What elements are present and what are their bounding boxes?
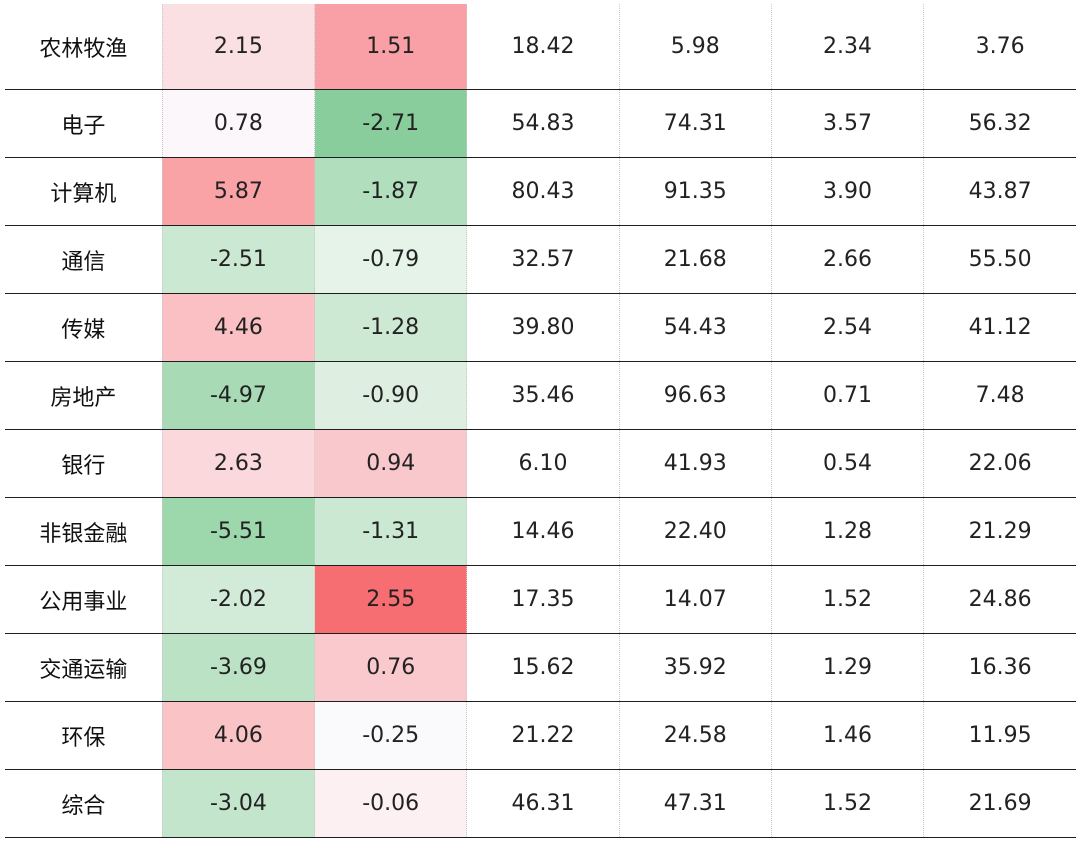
value-cell-col-2: -0.79	[314, 225, 468, 294]
value-cell-col-3: 32.57	[466, 225, 620, 294]
industry-name-cell: 通信	[5, 225, 163, 294]
value-cell-col-4: 47.31	[618, 769, 772, 838]
industry-name-cell: 传媒	[5, 293, 163, 362]
value-cell-col-2: 1.51	[314, 4, 468, 90]
industry-name-cell: 银行	[5, 429, 163, 498]
value-cell-col-3: 46.31	[466, 769, 620, 838]
value-cell-col-3: 18.42	[466, 4, 620, 90]
value-cell-col-1: 4.06	[161, 701, 316, 770]
value-cell-col-1: 5.87	[161, 157, 316, 226]
table-row: 农林牧渔 2.15 1.51 18.42 5.98 2.34 3.76	[5, 4, 1076, 90]
value-cell-col-2: -0.90	[314, 361, 468, 430]
value-cell-col-2: -1.31	[314, 497, 468, 566]
value-cell-col-6: 41.12	[923, 293, 1076, 362]
value-cell-col-5: 1.52	[770, 565, 925, 634]
table-body: 农林牧渔 2.15 1.51 18.42 5.98 2.34 3.76 电子 0.78 -2.71…	[5, 4, 1076, 838]
industry-name-cell: 非银金融	[5, 497, 163, 566]
industry-name-cell: 综合	[5, 769, 163, 838]
value-cell-col-2: -0.06	[314, 769, 468, 838]
value-cell-col-2: 2.55	[314, 565, 468, 634]
table-row: 房地产 -4.97 -0.90 35.46 96.63 0.71 7.48	[5, 361, 1076, 430]
value-cell-col-6: 43.87	[923, 157, 1076, 226]
value-cell-col-3: 6.10	[466, 429, 620, 498]
value-cell-col-3: 21.22	[466, 701, 620, 770]
industry-name-cell: 农林牧渔	[5, 4, 163, 90]
value-cell-col-3: 15.62	[466, 633, 620, 702]
industry-name-cell: 电子	[5, 89, 163, 158]
value-cell-col-4: 22.40	[618, 497, 772, 566]
value-cell-col-6: 24.86	[923, 565, 1076, 634]
value-cell-col-5: 2.54	[770, 293, 925, 362]
value-cell-col-6: 3.76	[923, 4, 1076, 90]
value-cell-col-4: 54.43	[618, 293, 772, 362]
value-cell-col-6: 55.50	[923, 225, 1076, 294]
value-cell-col-4: 41.93	[618, 429, 772, 498]
value-cell-col-1: -3.04	[161, 769, 316, 838]
value-cell-col-6: 16.36	[923, 633, 1076, 702]
value-cell-col-3: 80.43	[466, 157, 620, 226]
value-cell-col-2: -0.25	[314, 701, 468, 770]
value-cell-col-6: 7.48	[923, 361, 1076, 430]
value-cell-col-4: 5.98	[618, 4, 772, 90]
table-row: 交通运输 -3.69 0.76 15.62 35.92 1.29 16.36	[5, 633, 1076, 702]
value-cell-col-2: -1.87	[314, 157, 468, 226]
value-cell-col-6: 11.95	[923, 701, 1076, 770]
value-cell-col-4: 24.58	[618, 701, 772, 770]
value-cell-col-1: -2.02	[161, 565, 316, 634]
value-cell-col-3: 14.46	[466, 497, 620, 566]
table-row: 计算机 5.87 -1.87 80.43 91.35 3.90 43.87	[5, 157, 1076, 226]
value-cell-col-1: -5.51	[161, 497, 316, 566]
value-cell-col-1: 0.78	[161, 89, 316, 158]
value-cell-col-4: 21.68	[618, 225, 772, 294]
table-row: 银行 2.63 0.94 6.10 41.93 0.54 22.06	[5, 429, 1076, 498]
value-cell-col-3: 17.35	[466, 565, 620, 634]
industry-name-cell: 房地产	[5, 361, 163, 430]
industry-name-cell: 交通运输	[5, 633, 163, 702]
value-cell-col-1: -3.69	[161, 633, 316, 702]
value-cell-col-2: 0.94	[314, 429, 468, 498]
table-row: 公用事业 -2.02 2.55 17.35 14.07 1.52 24.86	[5, 565, 1076, 634]
value-cell-col-1: -2.51	[161, 225, 316, 294]
value-cell-col-5: 2.66	[770, 225, 925, 294]
value-cell-col-4: 35.92	[618, 633, 772, 702]
value-cell-col-5: 1.46	[770, 701, 925, 770]
table-row: 非银金融 -5.51 -1.31 14.46 22.40 1.28 21.29	[5, 497, 1076, 566]
value-cell-col-3: 39.80	[466, 293, 620, 362]
value-cell-col-5: 0.71	[770, 361, 925, 430]
value-cell-col-6: 22.06	[923, 429, 1076, 498]
value-cell-col-2: -2.71	[314, 89, 468, 158]
value-cell-col-5: 0.54	[770, 429, 925, 498]
value-cell-col-1: 2.63	[161, 429, 316, 498]
value-cell-col-2: 0.76	[314, 633, 468, 702]
value-cell-col-1: -4.97	[161, 361, 316, 430]
value-cell-col-4: 14.07	[618, 565, 772, 634]
value-cell-col-3: 54.83	[466, 89, 620, 158]
industry-name-cell: 环保	[5, 701, 163, 770]
value-cell-col-5: 1.52	[770, 769, 925, 838]
value-cell-col-3: 35.46	[466, 361, 620, 430]
industry-name-cell: 公用事业	[5, 565, 163, 634]
table-row: 环保 4.06 -0.25 21.22 24.58 1.46 11.95	[5, 701, 1076, 770]
value-cell-col-4: 74.31	[618, 89, 772, 158]
value-cell-col-4: 96.63	[618, 361, 772, 430]
value-cell-col-1: 2.15	[161, 4, 316, 90]
industry-data-table: 农林牧渔 2.15 1.51 18.42 5.98 2.34 3.76 电子 0.78 -2.71…	[5, 4, 1076, 838]
value-cell-col-5: 3.90	[770, 157, 925, 226]
table-row: 传媒 4.46 -1.28 39.80 54.43 2.54 41.12	[5, 293, 1076, 362]
value-cell-col-1: 4.46	[161, 293, 316, 362]
table-row: 综合 -3.04 -0.06 46.31 47.31 1.52 21.69	[5, 769, 1076, 838]
value-cell-col-6: 21.29	[923, 497, 1076, 566]
industry-name-cell: 计算机	[5, 157, 163, 226]
table-row: 电子 0.78 -2.71 54.83 74.31 3.57 56.32	[5, 89, 1076, 158]
value-cell-col-6: 21.69	[923, 769, 1076, 838]
value-cell-col-5: 3.57	[770, 89, 925, 158]
value-cell-col-5: 1.29	[770, 633, 925, 702]
value-cell-col-2: -1.28	[314, 293, 468, 362]
value-cell-col-6: 56.32	[923, 89, 1076, 158]
value-cell-col-5: 1.28	[770, 497, 925, 566]
value-cell-col-5: 2.34	[770, 4, 925, 90]
value-cell-col-4: 91.35	[618, 157, 772, 226]
table-row: 通信 -2.51 -0.79 32.57 21.68 2.66 55.50	[5, 225, 1076, 294]
